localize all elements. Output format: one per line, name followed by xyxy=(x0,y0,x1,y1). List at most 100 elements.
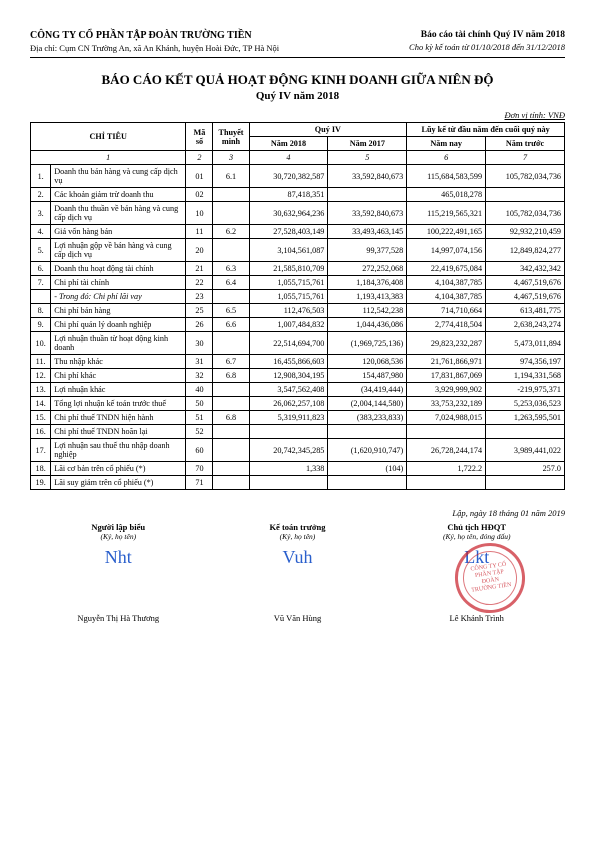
table-row: 11.Thu nhập khác316.716,455,866,603120,0… xyxy=(31,355,565,369)
cell-num: 1,044,436,086 xyxy=(328,318,407,332)
cell-note xyxy=(213,290,249,304)
cell-num xyxy=(486,476,565,490)
col-idx-6: 6 xyxy=(407,151,486,165)
cell-label: Chi phí thuế TNDN hoãn lại xyxy=(51,425,186,439)
table-row: 6.Doanh thu hoạt động tài chính216.321,5… xyxy=(31,262,565,276)
cell-num: 3,547,562,408 xyxy=(249,383,328,397)
cell-label: Chi phí bán hàng xyxy=(51,304,186,318)
cell-num: 92,932,210,459 xyxy=(486,225,565,239)
cell-num xyxy=(486,425,565,439)
cell-num: 115,684,583,599 xyxy=(407,165,486,188)
cell-idx: 12. xyxy=(31,369,51,383)
cell-num: -219,975,371 xyxy=(486,383,565,397)
th-nam-nay: Năm nay xyxy=(407,137,486,151)
cell-note: 6.8 xyxy=(213,369,249,383)
sig-name-3: Lê Khánh Trình xyxy=(388,613,565,623)
cell-num: 1,055,715,761 xyxy=(249,276,328,290)
cell-num: 112,476,503 xyxy=(249,304,328,318)
table-row: 16.Chi phí thuế TNDN hoãn lại52 xyxy=(31,425,565,439)
cell-num: 33,592,840,673 xyxy=(328,202,407,225)
cell-note: 6.7 xyxy=(213,355,249,369)
cell-num: (1,969,725,136) xyxy=(328,332,407,355)
cell-num: 5,253,036,523 xyxy=(486,397,565,411)
cell-code: 20 xyxy=(186,239,213,262)
cell-num: 115,219,565,321 xyxy=(407,202,486,225)
cell-num: 21,761,866,971 xyxy=(407,355,486,369)
cell-code: 25 xyxy=(186,304,213,318)
cell-num: (1,620,910,747) xyxy=(328,439,407,462)
sub-title: Quý IV năm 2018 xyxy=(30,90,565,102)
sig-mark-3: Lkt xyxy=(388,547,565,571)
cell-num: 112,542,238 xyxy=(328,304,407,318)
cell-num: 272,252,068 xyxy=(328,262,407,276)
cell-num: 465,018,278 xyxy=(407,188,486,202)
cell-num: 1,263,595,501 xyxy=(486,411,565,425)
cell-label: Chi phí quản lý doanh nghiệp xyxy=(51,318,186,332)
cell-num: 105,782,034,736 xyxy=(486,165,565,188)
cell-code: 21 xyxy=(186,262,213,276)
cell-idx: 18. xyxy=(31,462,51,476)
cell-num xyxy=(249,476,328,490)
sig-role-2: Kế toán trưởng xyxy=(209,522,386,532)
sig-name-1: Nguyễn Thị Hà Thương xyxy=(30,613,207,623)
table-row: 12.Chi phí khác326.812,908,304,195154,48… xyxy=(31,369,565,383)
table-row: 5.Lợi nhuận gộp về bán hàng và cung cấp … xyxy=(31,239,565,262)
signature-date: Lập, ngày 18 tháng 01 năm 2019 xyxy=(30,508,565,518)
cell-num: 120,068,536 xyxy=(328,355,407,369)
cell-num: 1,055,715,761 xyxy=(249,290,328,304)
cell-num: 22,514,694,700 xyxy=(249,332,328,355)
cell-note: 6.6 xyxy=(213,318,249,332)
cell-num: 1,194,331,568 xyxy=(486,369,565,383)
cell-num: 5,473,011,894 xyxy=(486,332,565,355)
col-idx-7: 7 xyxy=(486,151,565,165)
sig-hint-2: (Ký, họ tên) xyxy=(209,532,386,541)
cell-num: 30,632,964,236 xyxy=(249,202,328,225)
cell-num: 1,722.2 xyxy=(407,462,486,476)
signature-col-preparer: Người lập biểu (Ký, họ tên) Nht Nguyễn T… xyxy=(30,522,207,623)
cell-code: 40 xyxy=(186,383,213,397)
cell-idx: 7. xyxy=(31,276,51,290)
cell-num xyxy=(486,188,565,202)
cell-num xyxy=(407,476,486,490)
cell-code: 70 xyxy=(186,462,213,476)
cell-idx: 16. xyxy=(31,425,51,439)
th-nam-truoc: Năm trước xyxy=(486,137,565,151)
th-ma-so: Mã số xyxy=(186,123,213,151)
cell-note xyxy=(213,239,249,262)
table-row: - Trong đó: Chi phí lãi vay231,055,715,7… xyxy=(31,290,565,304)
cell-num: 21,585,810,709 xyxy=(249,262,328,276)
cell-code: 31 xyxy=(186,355,213,369)
cell-idx: 5. xyxy=(31,239,51,262)
cell-num: 974,356,197 xyxy=(486,355,565,369)
table-head: CHỈ TIÊU Mã số Thuyết minh Quý IV Lũy kế… xyxy=(31,123,565,165)
cell-label: Doanh thu thuần về bán hàng và cung cấp … xyxy=(51,202,186,225)
cell-code: 52 xyxy=(186,425,213,439)
cell-code: 02 xyxy=(186,188,213,202)
cell-num: 16,455,866,603 xyxy=(249,355,328,369)
cell-label: Các khoản giảm trừ doanh thu xyxy=(51,188,186,202)
cell-idx: 15. xyxy=(31,411,51,425)
sig-role-1: Người lập biểu xyxy=(30,522,207,532)
cell-num: 20,742,345,285 xyxy=(249,439,328,462)
col-idx-1: 1 xyxy=(31,151,186,165)
cell-num: 27,528,403,149 xyxy=(249,225,328,239)
cell-idx: 2. xyxy=(31,188,51,202)
signature-row: Người lập biểu (Ký, họ tên) Nht Nguyễn T… xyxy=(30,522,565,623)
page-header: CÔNG TY CỔ PHẦN TẬP ĐOÀN TRƯỜNG TIỀN Địa… xyxy=(30,30,565,58)
cell-num: 2,774,418,504 xyxy=(407,318,486,332)
sig-hint-1: (Ký, họ tên) xyxy=(30,532,207,541)
col-idx-2: 2 xyxy=(186,151,213,165)
currency-unit: Đơn vị tính: VNĐ xyxy=(30,110,565,120)
cell-idx: 9. xyxy=(31,318,51,332)
table-body: 1.Doanh thu bán hàng và cung cấp dịch vụ… xyxy=(31,165,565,490)
cell-label: Chi phí khác xyxy=(51,369,186,383)
table-row: 10.Lợi nhuận thuần từ hoạt động kinh doa… xyxy=(31,332,565,355)
cell-num: 17,831,867,069 xyxy=(407,369,486,383)
cell-code: 23 xyxy=(186,290,213,304)
cell-note xyxy=(213,397,249,411)
cell-note: 6.3 xyxy=(213,262,249,276)
cell-idx: 3. xyxy=(31,202,51,225)
cell-note: 6.2 xyxy=(213,225,249,239)
cell-num: 100,222,491,165 xyxy=(407,225,486,239)
cell-label: Giá vốn hàng bán xyxy=(51,225,186,239)
